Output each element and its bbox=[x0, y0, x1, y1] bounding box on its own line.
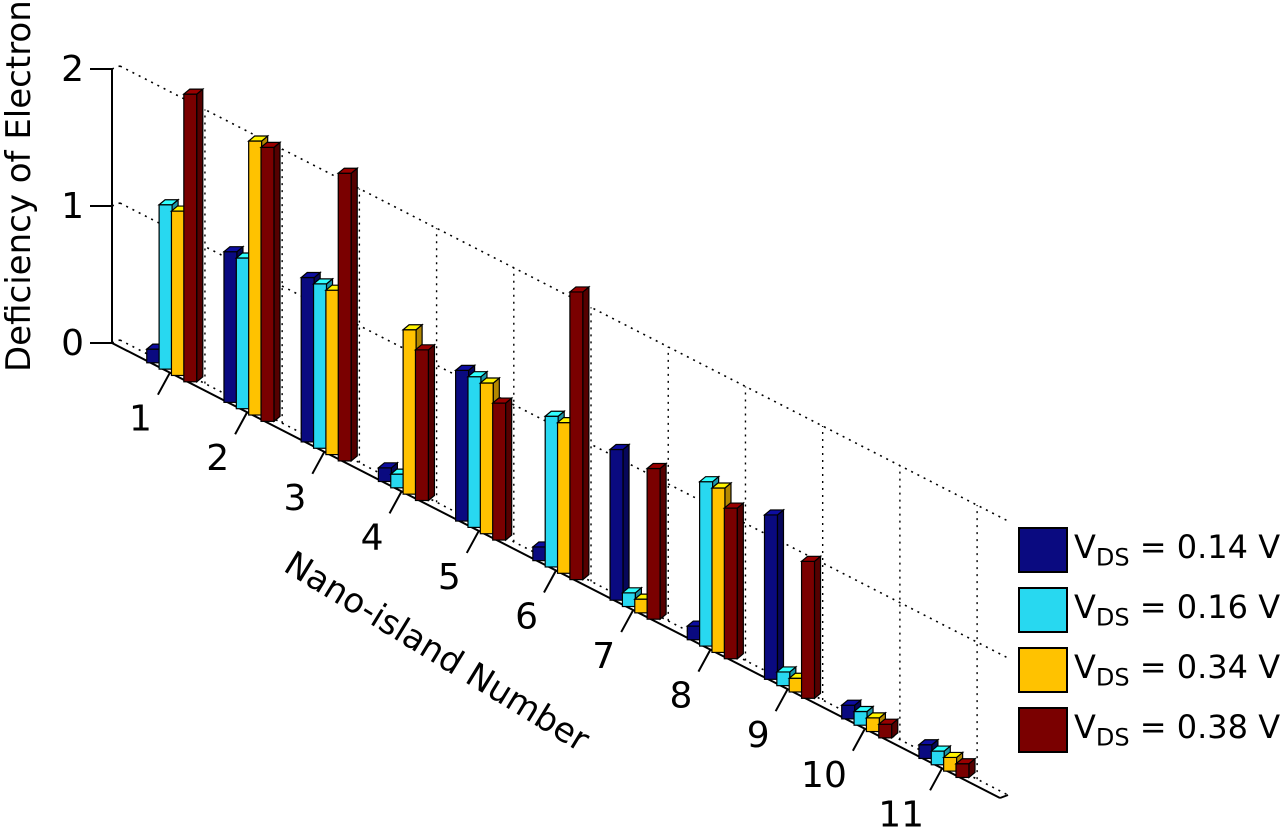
x-tick bbox=[929, 767, 943, 791]
label-layer: 0 1 2 1 2 3 4 5 6 7 8 9 10 11 bbox=[61, 49, 924, 827]
x-tick bbox=[388, 490, 403, 514]
bar bbox=[413, 343, 437, 502]
bar bbox=[259, 141, 282, 423]
legend-item-vds-014: VDS = 0.14 V bbox=[1018, 520, 1280, 580]
y-gridline-side bbox=[111, 202, 121, 207]
y-gridline-side bbox=[111, 339, 121, 344]
x-tick bbox=[620, 609, 635, 633]
legend-swatch bbox=[1018, 527, 1068, 573]
x-tick bbox=[465, 530, 480, 554]
x-tick-label: 6 bbox=[515, 597, 538, 638]
y-gridline-side bbox=[111, 65, 121, 70]
bar bbox=[722, 501, 745, 661]
bar bbox=[608, 443, 631, 602]
bar bbox=[568, 285, 591, 581]
legend-label: VDS = 0.38 V bbox=[1074, 708, 1280, 752]
legend-swatch bbox=[1018, 587, 1068, 633]
x-tick-label: 4 bbox=[361, 517, 384, 558]
x-tick-label: 3 bbox=[283, 478, 306, 519]
bar bbox=[762, 508, 786, 681]
legend-item-vds-034: VDS = 0.34 V bbox=[1018, 640, 1280, 700]
y-tick-label: 0 bbox=[61, 323, 84, 364]
x-tick-label: 1 bbox=[129, 399, 152, 440]
bar bbox=[799, 555, 823, 700]
x-tick bbox=[234, 411, 249, 435]
x-tick-label: 8 bbox=[670, 676, 693, 717]
x-tick bbox=[697, 649, 712, 673]
x-tick-label: 11 bbox=[878, 794, 924, 827]
y-tick-label: 2 bbox=[61, 49, 84, 90]
bar-layer bbox=[145, 87, 977, 779]
bar bbox=[336, 166, 359, 463]
legend-item-vds-016: VDS = 0.16 V bbox=[1018, 580, 1280, 640]
axis-layer bbox=[90, 68, 1009, 799]
legend: VDS = 0.14 V VDS = 0.16 V VDS = 0.34 V V… bbox=[1018, 520, 1280, 760]
y-tick-label: 1 bbox=[61, 186, 84, 227]
bar bbox=[645, 462, 668, 621]
legend-swatch bbox=[1018, 707, 1068, 753]
x-tick bbox=[543, 570, 557, 593]
bar bbox=[491, 396, 514, 542]
x-tick-label: 2 bbox=[206, 438, 229, 479]
x-tick bbox=[851, 728, 866, 752]
legend-label: VDS = 0.34 V bbox=[1074, 648, 1280, 692]
legend-item-vds-038: VDS = 0.38 V bbox=[1018, 700, 1280, 760]
x-tick bbox=[157, 372, 171, 396]
legend-label: VDS = 0.16 V bbox=[1074, 588, 1280, 632]
floor-edge bbox=[999, 794, 1009, 799]
bar bbox=[877, 717, 900, 740]
x-tick-label: 9 bbox=[747, 715, 770, 756]
bar bbox=[182, 87, 205, 384]
x-tick-label: 7 bbox=[592, 636, 615, 677]
legend-label: VDS = 0.14 V bbox=[1074, 528, 1280, 572]
x-tick-label: 5 bbox=[438, 557, 461, 598]
x-axis-title: Nano-island Number bbox=[277, 544, 596, 761]
y-gridline bbox=[119, 65, 1009, 522]
x-tick bbox=[774, 688, 789, 712]
x-tick-label: 10 bbox=[801, 755, 847, 796]
x-tick bbox=[311, 451, 326, 475]
bar bbox=[954, 757, 977, 779]
y-axis-title: Deficiency of Electron bbox=[0, 0, 39, 372]
legend-swatch bbox=[1018, 647, 1068, 693]
